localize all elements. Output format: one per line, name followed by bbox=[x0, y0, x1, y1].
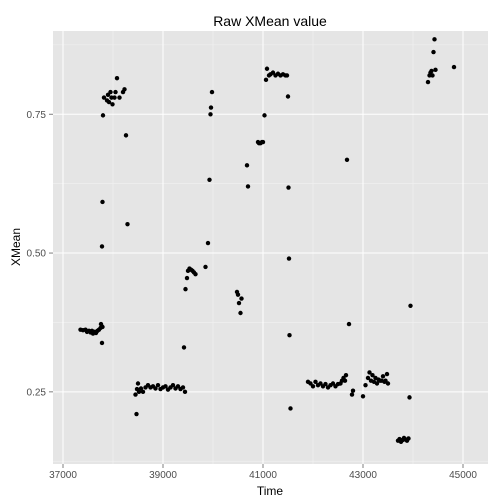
data-point bbox=[101, 113, 105, 117]
x-tick-label: 37000 bbox=[49, 470, 77, 481]
y-tick-label: 0.25 bbox=[27, 387, 47, 398]
data-point bbox=[141, 390, 145, 394]
data-point bbox=[429, 69, 433, 73]
data-point bbox=[181, 385, 185, 389]
data-point bbox=[183, 287, 187, 291]
data-point bbox=[115, 76, 119, 80]
data-point bbox=[430, 73, 434, 77]
data-point bbox=[406, 436, 410, 440]
data-point bbox=[133, 392, 137, 396]
y-axis-title: XMean bbox=[9, 228, 23, 266]
data-point bbox=[361, 394, 365, 398]
data-point bbox=[385, 372, 389, 376]
data-point bbox=[238, 311, 242, 315]
data-point bbox=[426, 80, 430, 84]
data-point bbox=[381, 374, 385, 378]
data-point bbox=[203, 265, 207, 269]
data-point bbox=[433, 68, 437, 72]
data-point bbox=[125, 222, 129, 226]
data-point bbox=[117, 95, 121, 99]
x-tick-label: 41000 bbox=[249, 470, 277, 481]
data-point bbox=[239, 296, 243, 300]
data-point bbox=[207, 178, 211, 182]
x-tick-label: 43000 bbox=[349, 470, 377, 481]
data-point bbox=[363, 383, 367, 387]
data-point bbox=[210, 90, 214, 94]
data-point bbox=[124, 133, 128, 137]
data-point bbox=[345, 158, 349, 162]
data-point bbox=[134, 412, 138, 416]
data-point bbox=[262, 113, 266, 117]
data-point bbox=[265, 67, 269, 71]
chart-title: Raw XMean value bbox=[213, 13, 327, 29]
data-point bbox=[408, 304, 412, 308]
data-point bbox=[288, 406, 292, 410]
y-tick-label: 0.75 bbox=[27, 110, 47, 121]
data-point bbox=[347, 322, 351, 326]
data-point bbox=[245, 163, 249, 167]
data-point bbox=[386, 381, 390, 385]
data-point bbox=[185, 276, 189, 280]
data-point bbox=[110, 102, 114, 106]
data-point bbox=[112, 95, 116, 99]
x-axis-title: Time bbox=[257, 484, 284, 498]
data-point bbox=[193, 272, 197, 276]
data-point bbox=[287, 256, 291, 260]
data-point bbox=[344, 373, 348, 377]
data-point bbox=[350, 392, 354, 396]
data-point bbox=[113, 90, 117, 94]
data-point bbox=[108, 90, 112, 94]
data-point bbox=[286, 185, 290, 189]
data-point bbox=[100, 341, 104, 345]
data-point bbox=[287, 333, 291, 337]
x-tick-label: 45000 bbox=[449, 470, 477, 481]
data-point bbox=[264, 78, 268, 82]
data-point bbox=[407, 395, 411, 399]
data-point bbox=[237, 301, 241, 305]
data-point bbox=[432, 37, 436, 41]
data-point bbox=[209, 105, 213, 109]
data-point bbox=[452, 65, 456, 69]
data-point bbox=[431, 50, 435, 54]
data-point bbox=[286, 94, 290, 98]
data-point bbox=[236, 292, 240, 296]
data-point bbox=[343, 379, 347, 383]
data-point bbox=[206, 241, 210, 245]
data-point bbox=[100, 244, 104, 248]
data-point bbox=[156, 383, 160, 387]
data-point bbox=[285, 73, 289, 77]
data-point bbox=[122, 87, 126, 91]
data-point bbox=[351, 389, 355, 393]
data-point bbox=[100, 200, 104, 204]
data-point bbox=[246, 184, 250, 188]
data-point bbox=[182, 345, 186, 349]
data-point bbox=[208, 112, 212, 116]
data-point bbox=[311, 384, 315, 388]
data-point bbox=[183, 390, 187, 394]
data-point bbox=[136, 381, 140, 385]
data-point bbox=[100, 325, 104, 329]
data-point bbox=[261, 140, 265, 144]
y-tick-label: 0.50 bbox=[27, 249, 47, 260]
x-tick-label: 39000 bbox=[149, 470, 177, 481]
